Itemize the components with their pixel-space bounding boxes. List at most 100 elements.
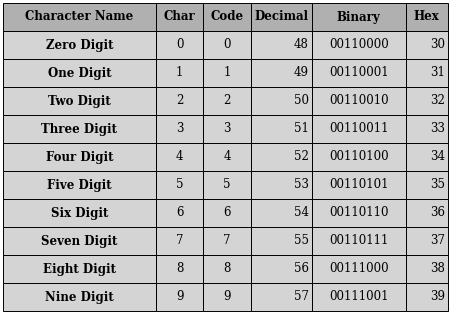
Bar — [405, 199, 448, 227]
Bar — [312, 199, 405, 227]
Bar — [203, 283, 251, 311]
Bar — [203, 87, 251, 115]
Bar — [203, 171, 251, 199]
Bar — [405, 59, 448, 87]
Text: Three Digit: Three Digit — [41, 122, 117, 136]
Text: 7: 7 — [176, 235, 184, 247]
Text: Four Digit: Four Digit — [46, 150, 113, 164]
Text: 6: 6 — [223, 207, 231, 219]
Bar — [3, 59, 156, 87]
Text: 35: 35 — [430, 178, 445, 192]
Bar — [3, 31, 156, 59]
Bar — [3, 115, 156, 143]
Bar — [3, 227, 156, 255]
Bar — [156, 31, 203, 59]
Text: 48: 48 — [294, 39, 309, 51]
Bar — [251, 3, 312, 31]
Bar — [156, 255, 203, 283]
Text: 33: 33 — [430, 122, 445, 136]
Text: Eight Digit: Eight Digit — [43, 263, 116, 275]
Text: 00110111: 00110111 — [329, 235, 388, 247]
Bar — [251, 283, 312, 311]
Bar — [203, 255, 251, 283]
Bar — [251, 255, 312, 283]
Bar — [251, 143, 312, 171]
Text: Six Digit: Six Digit — [51, 207, 108, 219]
Text: 53: 53 — [294, 178, 309, 192]
Text: 55: 55 — [294, 235, 309, 247]
Text: 30: 30 — [430, 39, 445, 51]
Bar — [203, 199, 251, 227]
Text: 37: 37 — [430, 235, 445, 247]
Bar — [405, 115, 448, 143]
Text: 32: 32 — [430, 95, 445, 107]
Text: 4: 4 — [176, 150, 184, 164]
Bar — [405, 143, 448, 171]
Text: 00111001: 00111001 — [329, 290, 388, 304]
Bar — [312, 31, 405, 59]
Bar — [156, 59, 203, 87]
Bar — [312, 171, 405, 199]
Text: 4: 4 — [223, 150, 231, 164]
Text: 6: 6 — [176, 207, 184, 219]
Text: 00110000: 00110000 — [329, 39, 389, 51]
Bar — [251, 59, 312, 87]
Bar — [312, 255, 405, 283]
Text: 0: 0 — [223, 39, 231, 51]
Text: 00110110: 00110110 — [329, 207, 388, 219]
Bar — [405, 255, 448, 283]
Text: 00110101: 00110101 — [329, 178, 388, 192]
Bar — [203, 143, 251, 171]
Bar — [203, 3, 251, 31]
Bar — [251, 227, 312, 255]
Bar — [203, 227, 251, 255]
Text: 8: 8 — [223, 263, 230, 275]
Text: 34: 34 — [430, 150, 445, 164]
Bar — [251, 171, 312, 199]
Text: 54: 54 — [294, 207, 309, 219]
Text: Char: Char — [164, 10, 195, 24]
Text: Character Name: Character Name — [25, 10, 133, 24]
Bar — [156, 3, 203, 31]
Bar — [156, 199, 203, 227]
Text: 51: 51 — [294, 122, 309, 136]
Text: Hex: Hex — [414, 10, 440, 24]
Bar — [405, 283, 448, 311]
Text: 2: 2 — [176, 95, 183, 107]
Text: 9: 9 — [176, 290, 184, 304]
Text: Binary: Binary — [337, 10, 381, 24]
Text: Seven Digit: Seven Digit — [41, 235, 118, 247]
Bar — [251, 87, 312, 115]
Bar — [156, 143, 203, 171]
Text: 00110100: 00110100 — [329, 150, 388, 164]
Bar — [251, 31, 312, 59]
Text: 38: 38 — [430, 263, 445, 275]
Bar — [156, 283, 203, 311]
Text: 8: 8 — [176, 263, 183, 275]
Text: 49: 49 — [294, 67, 309, 79]
Bar — [203, 115, 251, 143]
Text: Five Digit: Five Digit — [47, 178, 112, 192]
Bar — [156, 115, 203, 143]
Bar — [3, 143, 156, 171]
Text: 1: 1 — [176, 67, 183, 79]
Bar — [312, 143, 405, 171]
Bar — [405, 87, 448, 115]
Bar — [156, 87, 203, 115]
Text: Decimal: Decimal — [254, 10, 308, 24]
Text: 56: 56 — [294, 263, 309, 275]
Text: 36: 36 — [430, 207, 445, 219]
Bar — [405, 227, 448, 255]
Text: 57: 57 — [294, 290, 309, 304]
Bar — [405, 31, 448, 59]
Text: 5: 5 — [176, 178, 184, 192]
Text: 3: 3 — [176, 122, 184, 136]
Text: One Digit: One Digit — [48, 67, 111, 79]
Bar — [312, 87, 405, 115]
Bar — [203, 59, 251, 87]
Text: 39: 39 — [430, 290, 445, 304]
Bar — [312, 59, 405, 87]
Bar — [312, 115, 405, 143]
Text: 3: 3 — [223, 122, 231, 136]
Text: Code: Code — [211, 10, 244, 24]
